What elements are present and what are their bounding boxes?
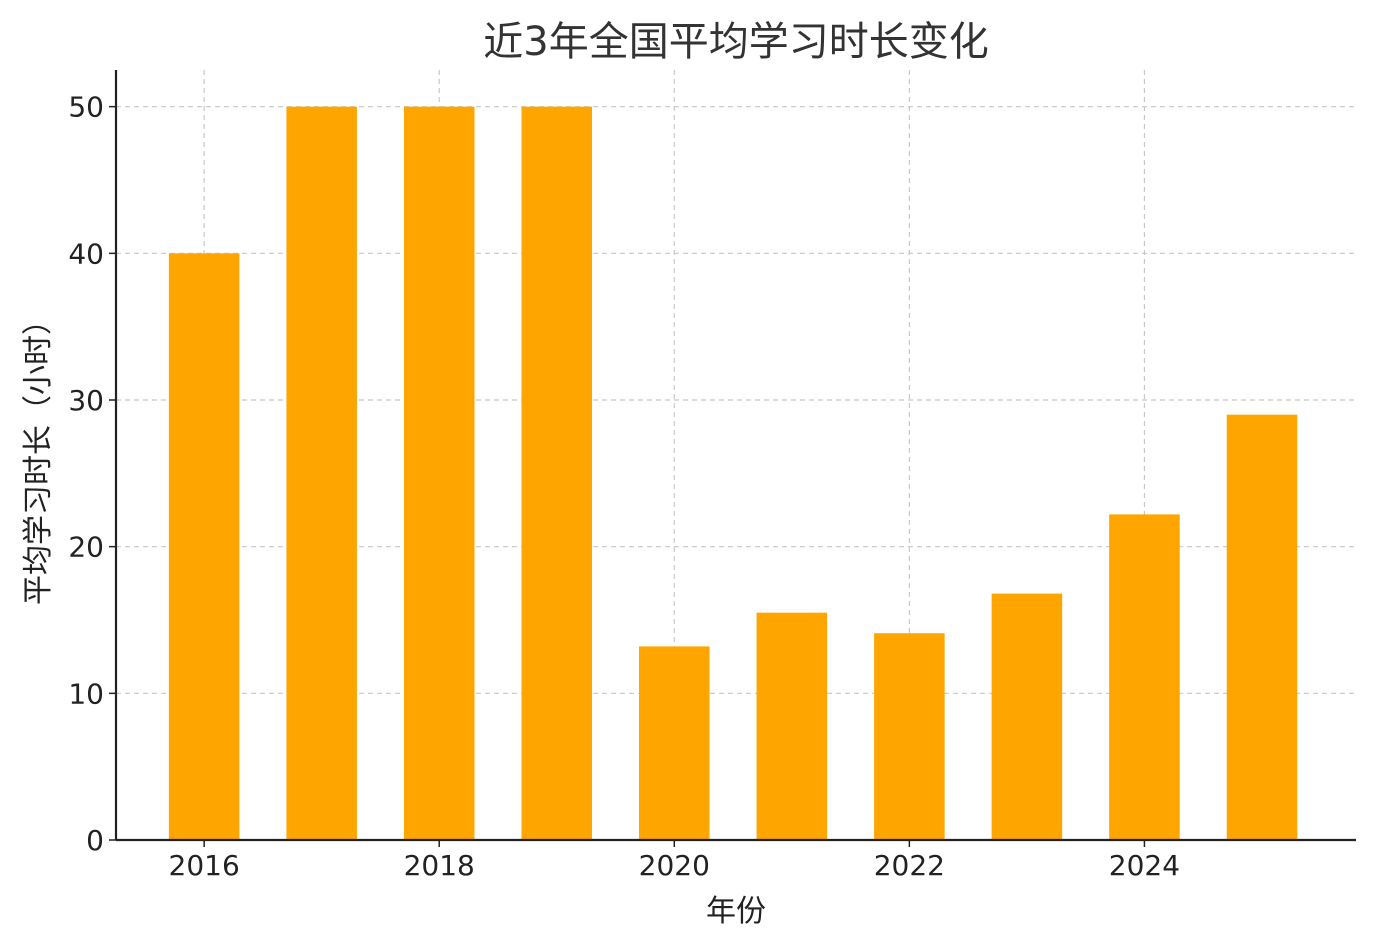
bars	[168, 106, 1298, 841]
x-axis-label: 年份	[706, 894, 766, 929]
bar-2016	[168, 253, 240, 841]
y-tick-label: 20	[68, 531, 104, 564]
bar-2025	[1226, 414, 1298, 840]
x-tick-label: 2022	[874, 849, 945, 882]
y-axis-label: 平均学习时长（小时）	[21, 305, 56, 605]
y-tick-label: 0	[86, 824, 104, 857]
y-tick-label: 50	[68, 91, 104, 124]
bar-2021	[756, 612, 828, 840]
axes	[114, 70, 1356, 842]
x-tick-label: 2020	[639, 849, 710, 882]
chart-title: 近3年全国平均学习时长变化	[483, 19, 988, 65]
x-tick-label: 2024	[1109, 849, 1180, 882]
bar-2017	[286, 106, 357, 840]
x-tick-label: 2016	[169, 849, 240, 882]
ticks: 0 10 20 30 40 50 2016 2018 2020 2022 2024	[68, 91, 1180, 882]
x-tick-label: 2018	[404, 849, 475, 882]
bar-2024	[1109, 514, 1180, 840]
y-tick-label: 10	[68, 677, 104, 710]
bar-2023	[991, 593, 1063, 840]
bar-2022	[874, 633, 945, 840]
y-tick-label: 30	[68, 384, 104, 417]
y-tick-label: 40	[68, 237, 104, 270]
bar-2018	[403, 106, 475, 840]
bar-2020	[639, 646, 710, 840]
bar-2019	[521, 106, 593, 840]
